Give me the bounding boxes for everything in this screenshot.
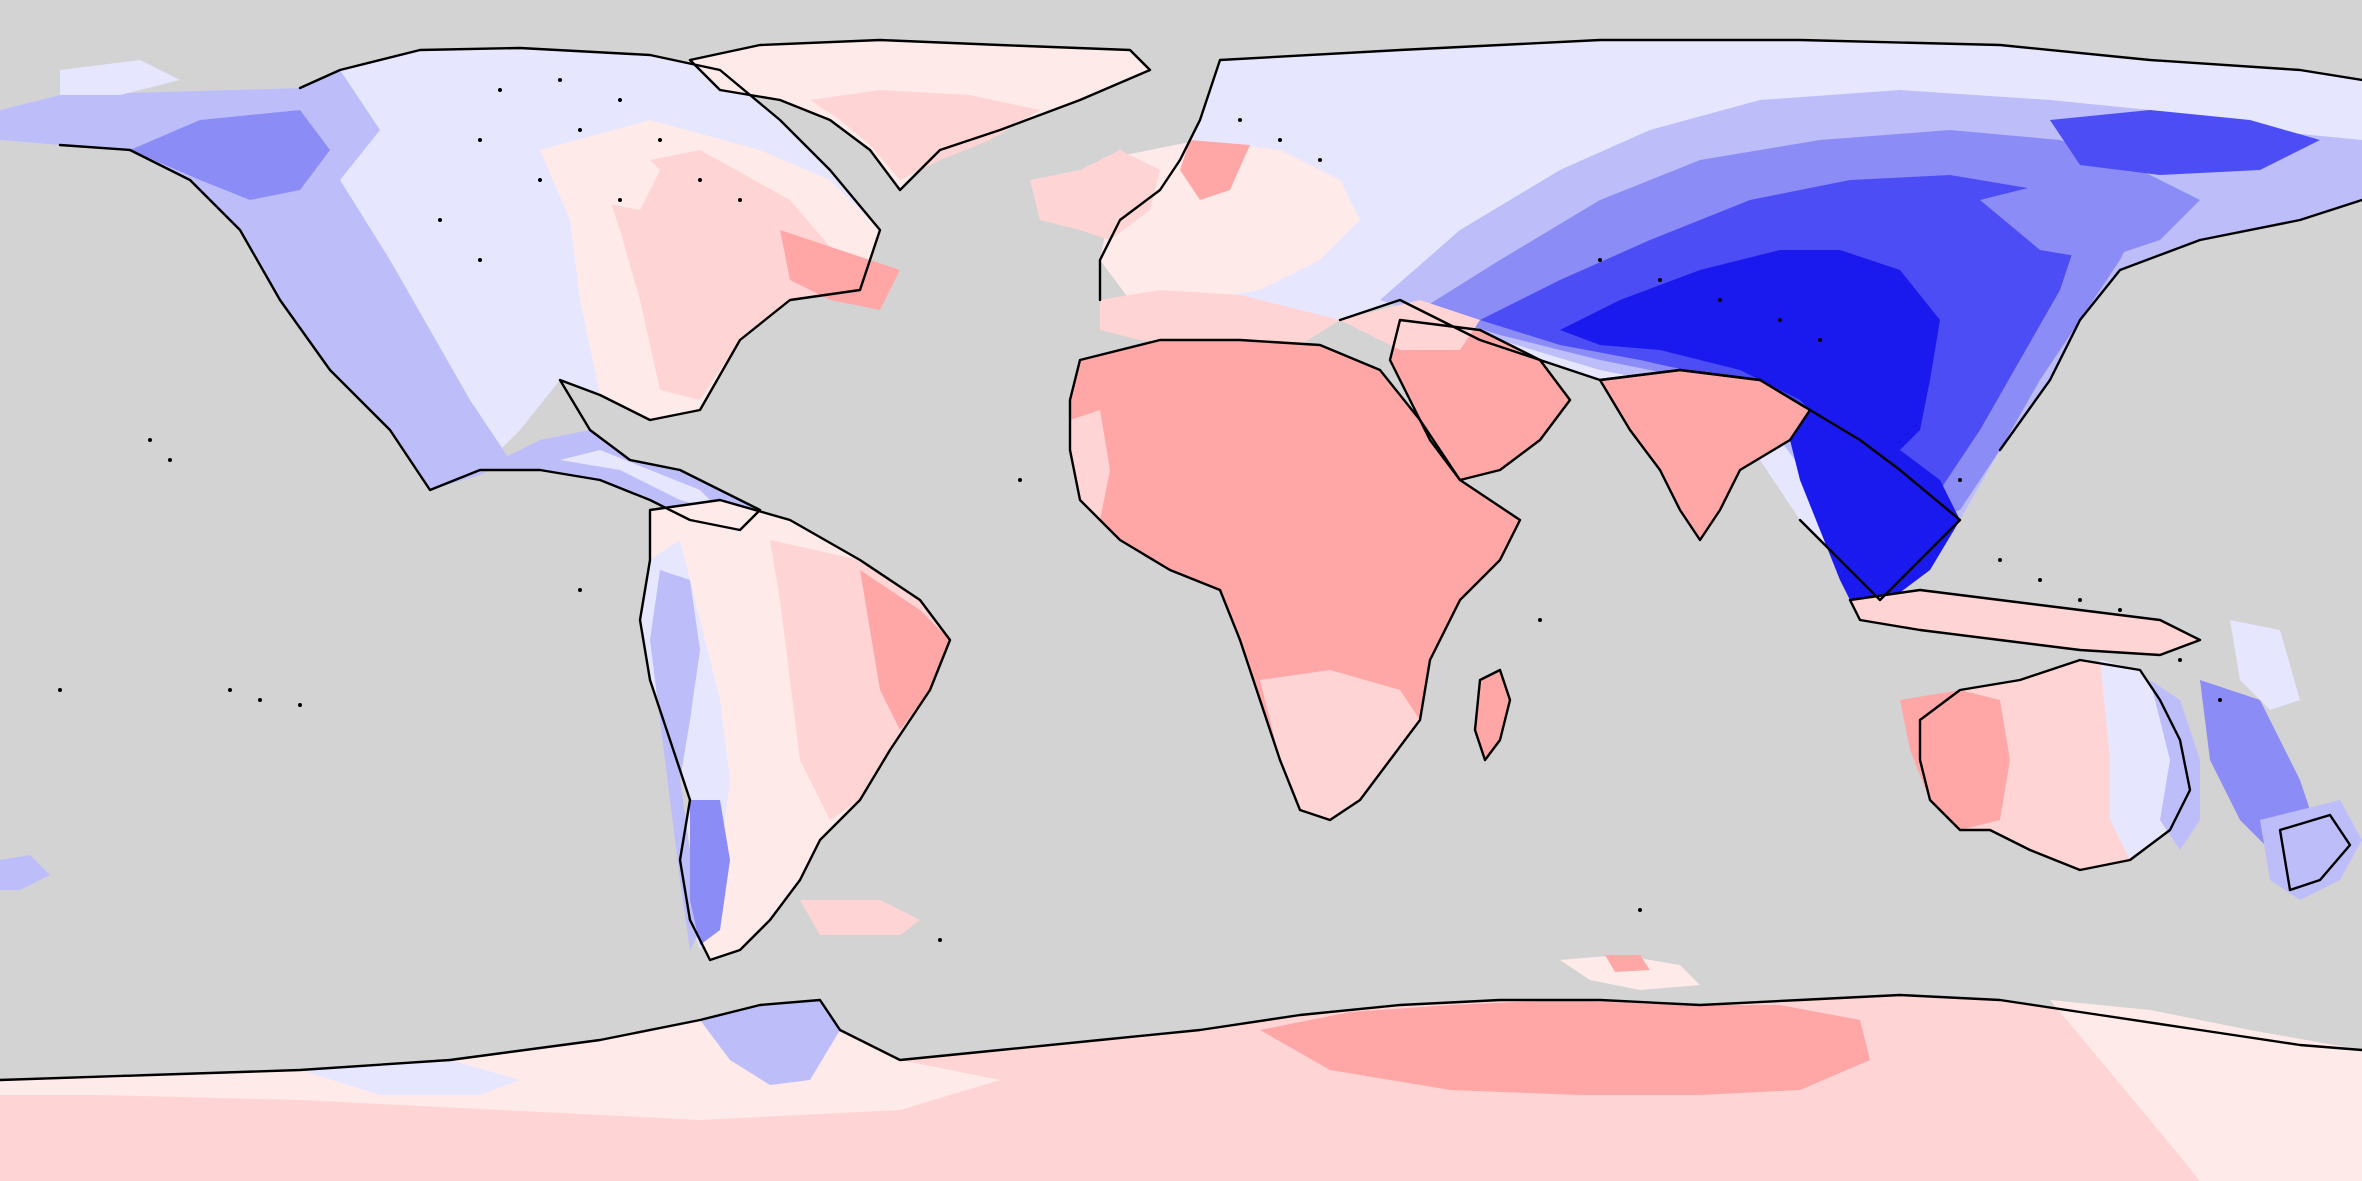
- north-america-labrador-band: [780, 230, 900, 310]
- pacific-east-band: [2230, 620, 2300, 710]
- europe-north-sea-band: [1180, 140, 1250, 200]
- asia-core-band: [1560, 250, 1940, 470]
- coastlines: [0, 38, 2362, 1082]
- archipelago-dots: [58, 78, 2222, 942]
- europe-west-band: [1100, 140, 1360, 300]
- south-america-tip-band: [800, 900, 920, 935]
- west-edge-fragment: [0, 855, 50, 890]
- india-coastline: [1598, 368, 1812, 542]
- middle-east-band: [1340, 300, 1480, 350]
- greenland: [690, 40, 1150, 190]
- south-america-andes-band: [650, 570, 700, 950]
- europe-atlantic-band: [1030, 150, 1160, 240]
- indonesia-coastline: [1848, 588, 2202, 657]
- asia-northeast-band: [2050, 110, 2320, 175]
- central-america-inner-band: [560, 450, 720, 510]
- antarctic-peninsula-band: [700, 1000, 840, 1085]
- asia-east-coast-band: [1980, 170, 2200, 260]
- antarctica-ross-band: [300, 1060, 520, 1095]
- left-edge-fragments: [0, 60, 180, 890]
- north-america-west-band: [0, 70, 510, 490]
- south-georgia-band: [1560, 955, 1700, 990]
- antarctica-east-core-band: [1260, 1000, 1870, 1095]
- oceania: [1850, 590, 2362, 900]
- europe-coastline: [1098, 38, 2362, 302]
- south-america-brazil-band: [860, 570, 950, 730]
- south-america-coastline: [638, 498, 952, 962]
- antarctica-east-edge-band: [2050, 1000, 2362, 1181]
- antarctica-interior-band: [850, 1100, 2150, 1181]
- australia-coastline: [1918, 658, 2192, 872]
- north-america-canada-band: [560, 130, 660, 210]
- south-america: [640, 500, 950, 960]
- arabia-landmass: [1390, 320, 1570, 480]
- australia-coast-band: [2150, 680, 2200, 850]
- australia-west-band: [1900, 690, 2010, 830]
- north-america-alaska-band: [130, 110, 330, 200]
- north-america-east-coast-band: [600, 150, 860, 400]
- arabia-coastline: [1388, 318, 1572, 482]
- europe-iberia-band: [1100, 290, 1340, 350]
- kerguelen-band: [1605, 955, 1650, 972]
- africa-west-coast-band: [1070, 410, 1110, 520]
- greenland-inner-band: [810, 90, 1040, 180]
- hawaii-area-fragment: [60, 60, 180, 95]
- eurasia: [1030, 40, 2362, 620]
- africa: [1070, 340, 1520, 820]
- antarctica-coastline: [0, 993, 2362, 1082]
- north-america: [0, 48, 900, 490]
- africa-southern-band: [1260, 670, 1420, 820]
- africa-landmass: [1070, 340, 1520, 820]
- new-zealand-coastline: [2278, 813, 2352, 892]
- madagascar-coastline: [1473, 668, 1512, 762]
- south-america-patagonia-band: [690, 800, 730, 945]
- north-america-coastline: [58, 46, 882, 532]
- indonesia-landmass: [1850, 590, 2200, 655]
- greenland-coastline: [688, 38, 1152, 192]
- madagascar-landmass: [1475, 670, 1510, 760]
- india-landmass: [1600, 370, 1810, 540]
- africa-coastline: [1068, 338, 1522, 822]
